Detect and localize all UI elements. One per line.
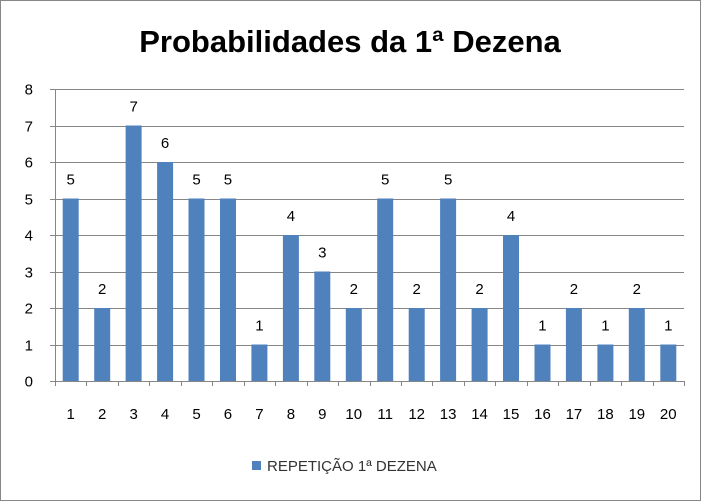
data-label-10: 2 xyxy=(350,281,358,298)
data-label-14: 2 xyxy=(475,281,483,298)
bar-5 xyxy=(188,198,205,381)
bar-14 xyxy=(471,308,488,381)
legend-label: REPETIÇÃO 1ª DEZENA xyxy=(267,458,437,475)
y-tick-label: 6 xyxy=(25,155,33,172)
bar-4 xyxy=(157,162,174,381)
x-tick-label: 17 xyxy=(566,406,583,423)
bar-7 xyxy=(251,344,268,381)
x-tick-label: 5 xyxy=(192,406,200,423)
data-label-4: 6 xyxy=(161,135,169,152)
bar-11 xyxy=(377,198,394,381)
data-label-12: 2 xyxy=(413,281,421,298)
bar-19 xyxy=(628,308,645,381)
x-tick-label: 19 xyxy=(628,406,645,423)
bar-16 xyxy=(534,344,551,381)
legend: REPETIÇÃO 1ª DEZENA xyxy=(252,458,437,475)
chart-title: Probabilidades da 1ª Dezena xyxy=(139,24,561,59)
x-tick-label: 18 xyxy=(597,406,614,423)
x-tick-label: 12 xyxy=(408,406,425,423)
bar-1 xyxy=(62,198,79,381)
data-label-20: 1 xyxy=(664,318,672,335)
data-label-5: 5 xyxy=(192,172,200,189)
x-tick-label: 13 xyxy=(440,406,457,423)
bar-20 xyxy=(660,344,677,381)
data-label-3: 7 xyxy=(129,99,137,116)
x-tick-label: 4 xyxy=(161,406,169,423)
y-tick-label: 1 xyxy=(25,338,33,355)
x-tick-label: 1 xyxy=(67,406,75,423)
x-tick-label: 2 xyxy=(98,406,106,423)
data-label-9: 3 xyxy=(318,245,326,262)
data-label-11: 5 xyxy=(381,172,389,189)
bar-12 xyxy=(408,308,425,381)
bar-3 xyxy=(125,125,142,381)
data-label-13: 5 xyxy=(444,172,452,189)
bar-8 xyxy=(282,235,299,381)
y-tick-label: 5 xyxy=(25,192,33,209)
bar-17 xyxy=(565,308,582,381)
data-label-18: 1 xyxy=(601,318,609,335)
bar-13 xyxy=(440,198,457,381)
x-tick-label: 9 xyxy=(318,406,326,423)
x-tick-label: 3 xyxy=(129,406,137,423)
data-label-15: 4 xyxy=(507,208,515,225)
bar-6 xyxy=(220,198,236,381)
x-tick-label: 6 xyxy=(224,406,232,423)
x-tick-label: 11 xyxy=(377,406,393,423)
data-label-1: 5 xyxy=(67,172,75,189)
x-tick-label: 15 xyxy=(503,406,520,423)
bar-2 xyxy=(94,308,111,381)
legend-swatch xyxy=(252,461,261,470)
data-label-17: 2 xyxy=(570,281,578,298)
x-tick-label: 14 xyxy=(471,406,488,423)
y-tick-label: 2 xyxy=(25,301,33,318)
bar-10 xyxy=(345,308,362,381)
y-tick-label: 3 xyxy=(25,265,33,282)
gridlines xyxy=(55,89,684,346)
bar-9 xyxy=(314,271,331,381)
y-tick-label: 4 xyxy=(25,228,33,245)
bars xyxy=(62,125,677,381)
data-label-19: 2 xyxy=(633,281,641,298)
data-label-6: 5 xyxy=(224,172,232,189)
x-tick-label: 7 xyxy=(255,406,263,423)
data-label-2: 2 xyxy=(98,281,106,298)
x-tick-label: 16 xyxy=(534,406,551,423)
x-tick-label: 10 xyxy=(345,406,362,423)
bar-18 xyxy=(597,344,614,381)
y-tick-label: 8 xyxy=(25,82,33,99)
data-label-16: 1 xyxy=(538,318,546,335)
x-tick-label: 8 xyxy=(287,406,295,423)
data-label-8: 4 xyxy=(287,208,295,225)
x-tick-label: 20 xyxy=(660,406,677,423)
bar-15 xyxy=(503,235,519,381)
data-label-7: 1 xyxy=(255,318,263,335)
y-tick-label: 0 xyxy=(25,374,33,391)
data-labels: 5 2 7 6 5 5 1 4 3 2 5 2 5 2 4 1 2 1 2 1 xyxy=(67,99,673,335)
y-tick-label: 7 xyxy=(25,119,33,136)
